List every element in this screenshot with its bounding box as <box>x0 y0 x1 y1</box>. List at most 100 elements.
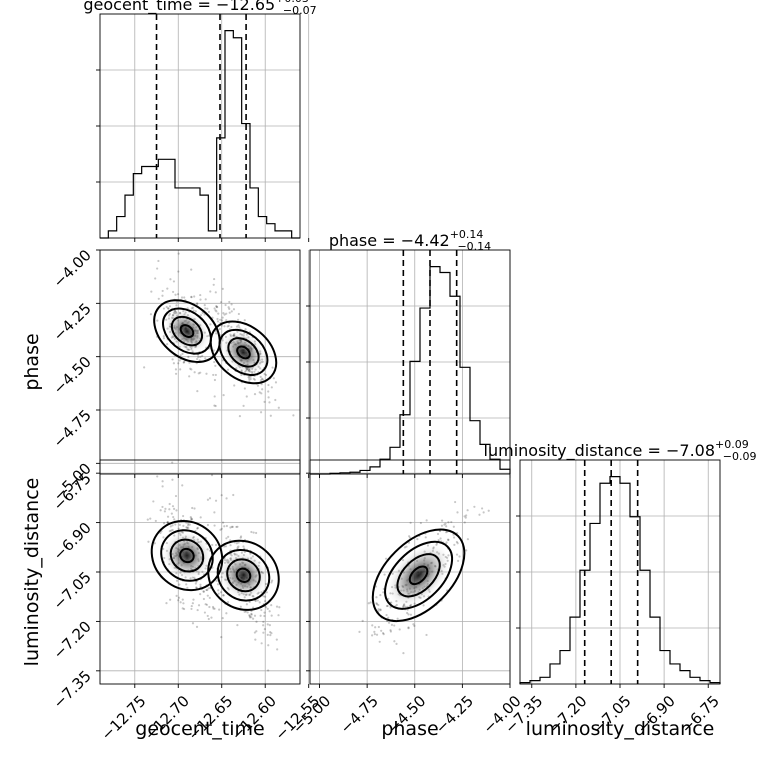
sample-point <box>248 375 251 378</box>
sample-point <box>193 507 196 510</box>
sample-point <box>219 318 222 321</box>
sample-point <box>228 307 231 310</box>
sample-point <box>227 535 230 538</box>
contour-line <box>169 538 205 573</box>
sample-point <box>221 616 224 620</box>
sample-point <box>374 626 377 629</box>
sample-point <box>171 358 174 361</box>
sample-point <box>161 505 164 509</box>
sample-point <box>166 343 169 346</box>
sample-point <box>382 633 385 636</box>
sample-point <box>212 349 215 352</box>
sample-point <box>197 372 200 375</box>
scatter-panel-geocent_time-phase-frame <box>99 249 301 475</box>
sample-point <box>236 318 240 321</box>
sample-point <box>263 614 266 618</box>
sample-point <box>258 601 261 604</box>
x-tick-label: −4.75 <box>337 692 382 737</box>
sample-point <box>260 392 263 395</box>
x-axis-label-phase: phase <box>381 718 438 740</box>
sample-point <box>175 304 178 307</box>
sample-point <box>179 368 182 371</box>
sample-point <box>225 497 228 500</box>
sample-point <box>473 505 476 508</box>
sample-point <box>436 532 440 536</box>
sample-point <box>161 289 164 293</box>
sample-point <box>254 599 257 603</box>
sample-point <box>370 634 374 637</box>
sample-point <box>264 606 268 609</box>
sample-point <box>444 522 447 525</box>
sample-point <box>164 507 167 510</box>
sample-point <box>268 624 271 627</box>
sample-point <box>199 583 202 586</box>
sample-point <box>220 319 224 322</box>
sample-point <box>409 613 413 616</box>
sample-point <box>207 617 210 621</box>
density-blob <box>387 544 450 607</box>
contour-line <box>216 549 271 602</box>
y-tick-label: −7.20 <box>50 618 95 663</box>
sample-point <box>175 594 178 597</box>
sample-point <box>201 536 204 539</box>
sample-point <box>240 373 243 377</box>
sample-point <box>424 536 427 539</box>
sample-point <box>214 499 218 502</box>
sample-point <box>250 530 253 534</box>
contour-line <box>408 565 429 586</box>
sample-point <box>185 521 188 524</box>
sample-point <box>393 624 396 627</box>
sample-point <box>178 583 181 586</box>
sample-point <box>268 401 271 404</box>
sample-point <box>162 307 166 310</box>
sample-point <box>152 500 155 503</box>
sample-point <box>187 522 190 525</box>
sample-point <box>205 603 209 606</box>
contour-line <box>236 345 251 360</box>
sample-point <box>172 280 176 283</box>
sample-point <box>191 622 195 625</box>
sample-point <box>277 406 280 409</box>
sample-point <box>211 316 214 319</box>
sample-point <box>447 538 450 542</box>
density-geocent_time-phase <box>143 252 295 418</box>
sample-point <box>190 604 193 608</box>
sample-point <box>187 355 190 358</box>
sample-point <box>162 335 165 338</box>
hist-panel-phase-frame <box>309 249 511 475</box>
hist-panel-geocent_time-frame <box>99 13 301 239</box>
sample-point <box>161 294 164 297</box>
sample-point <box>189 515 192 519</box>
sample-point <box>223 525 226 528</box>
sample-point <box>238 326 241 329</box>
sample-point <box>248 377 251 381</box>
sample-point <box>425 633 428 637</box>
sample-point <box>182 361 186 364</box>
sample-point <box>238 415 242 418</box>
sample-point <box>270 581 273 584</box>
sample-point <box>190 296 193 299</box>
sample-point <box>377 608 380 611</box>
sample-point <box>248 614 251 617</box>
sample-point <box>186 526 189 529</box>
sample-point <box>214 404 217 408</box>
sample-point <box>263 611 266 614</box>
sample-point <box>168 305 172 308</box>
sample-point <box>169 598 172 601</box>
sample-point <box>250 612 253 615</box>
sample-point <box>205 372 208 375</box>
sample-point <box>406 611 409 615</box>
sample-point <box>220 636 223 639</box>
sample-point <box>264 600 267 603</box>
sample-point <box>174 293 177 296</box>
sample-point <box>166 521 169 524</box>
sample-point <box>452 533 455 536</box>
sample-point <box>170 512 173 515</box>
sample-point <box>210 474 214 477</box>
sample-point <box>487 509 490 512</box>
sample-point <box>259 614 262 617</box>
sample-point <box>382 591 385 594</box>
sample-point <box>181 484 184 487</box>
sample-point <box>270 614 273 617</box>
sample-point <box>409 521 412 524</box>
